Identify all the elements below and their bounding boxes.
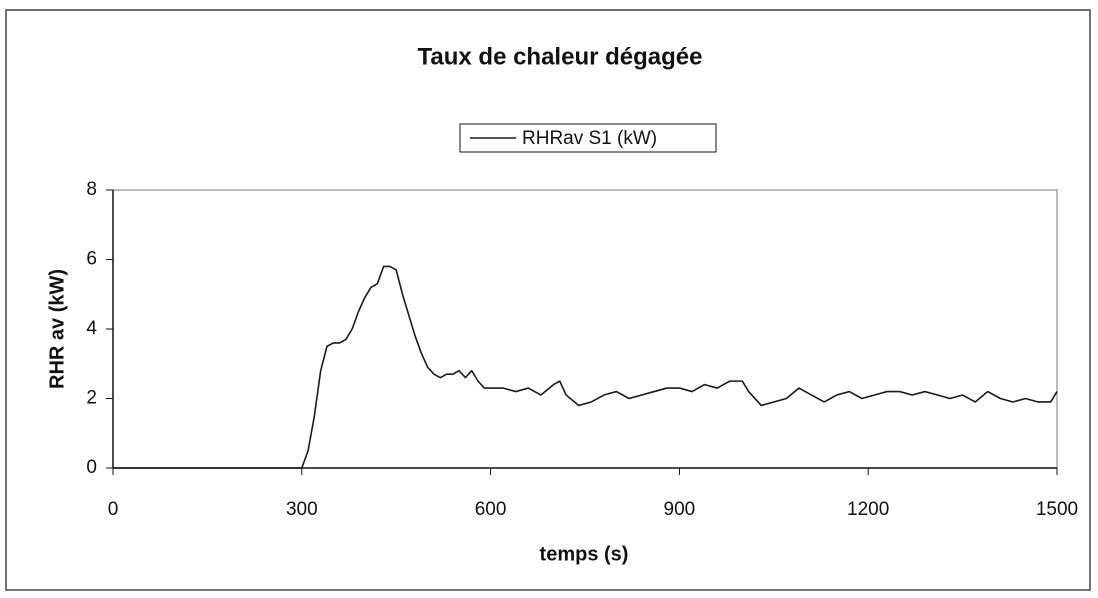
- y-tick-label: 2: [86, 388, 97, 409]
- x-tick-label: 0: [108, 499, 119, 520]
- chart-frame: [5, 9, 1091, 591]
- chart-title: Taux de chaleur dégagée: [418, 43, 703, 70]
- data-line: [113, 265, 1058, 469]
- y-tick-label: 8: [86, 179, 97, 200]
- x-axis-label: temps (s): [540, 543, 629, 565]
- x-tick-label: 1500: [1036, 499, 1078, 520]
- y-tick-label: 4: [86, 318, 97, 339]
- x-tick-label: 1200: [847, 499, 889, 520]
- y-axis-label: RHR av (kW): [46, 269, 68, 389]
- x-tick-label: 600: [475, 499, 507, 520]
- legend-label: RHRav S1 (kW): [522, 128, 657, 149]
- x-tick-label: 900: [664, 499, 696, 520]
- y-tick-label: 6: [86, 249, 97, 270]
- y-tick-label: 0: [86, 457, 97, 478]
- x-tick-label: 300: [286, 499, 318, 520]
